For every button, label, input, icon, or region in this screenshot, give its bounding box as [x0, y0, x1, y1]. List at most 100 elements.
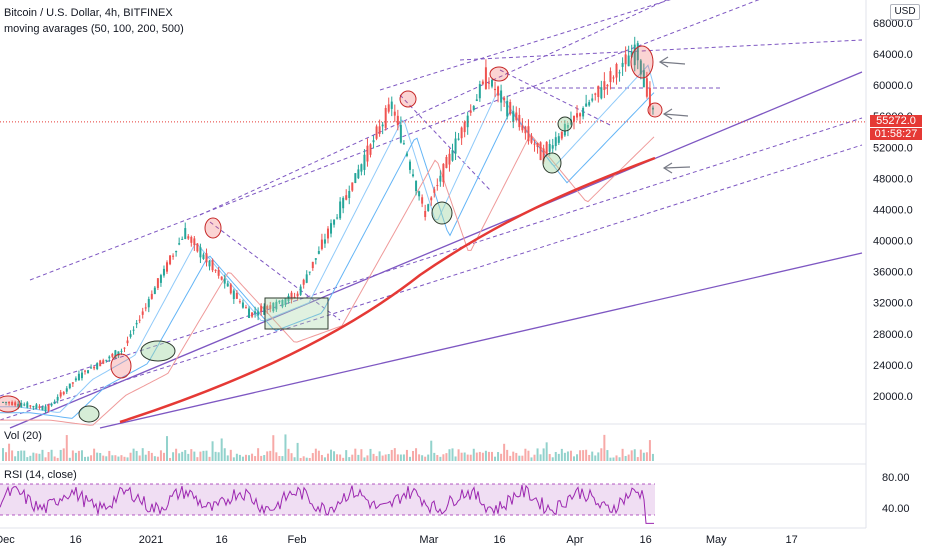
- volume-bar: [354, 448, 357, 461]
- candle-body: [588, 102, 591, 106]
- volume-bar: [600, 448, 603, 461]
- volume-bar: [17, 451, 20, 461]
- candle-body: [497, 86, 500, 96]
- candle-body: [469, 111, 472, 113]
- arrow-annotation: [663, 166, 691, 169]
- volume-bar: [123, 456, 126, 461]
- high-marker: [110, 353, 132, 379]
- volume-bar: [2, 448, 4, 461]
- candle-body: [284, 298, 287, 306]
- candle-body: [557, 136, 560, 143]
- candle-body: [369, 144, 372, 155]
- candle-body: [354, 173, 357, 183]
- candle-body: [512, 111, 515, 123]
- candle-body: [172, 255, 175, 257]
- volume-bar: [566, 451, 569, 461]
- candle-body: [463, 122, 466, 133]
- candle-body: [153, 287, 156, 295]
- candle-body: [372, 140, 375, 143]
- volume-bar: [244, 454, 247, 461]
- volume-bar: [469, 454, 472, 461]
- candle-body: [93, 366, 96, 369]
- candle-body: [305, 274, 308, 283]
- volume-bar: [651, 453, 654, 461]
- candle-body: [290, 292, 293, 300]
- currency-badge[interactable]: USD: [890, 4, 920, 20]
- volume-bar: [339, 454, 342, 461]
- volume-bar: [184, 450, 187, 461]
- volume-bar: [448, 449, 451, 461]
- candle-body: [624, 54, 627, 65]
- candle-body: [408, 161, 411, 170]
- candle-body: [220, 276, 223, 280]
- candle-body: [199, 247, 202, 258]
- volume-bar: [621, 448, 624, 461]
- candle-body: [241, 302, 244, 308]
- volume-bar: [639, 449, 642, 461]
- candle-body: [536, 142, 539, 147]
- volume-bar: [172, 452, 175, 461]
- candle-body: [187, 236, 190, 239]
- volume-bar: [484, 450, 487, 461]
- candle-body: [159, 275, 162, 283]
- candle-body: [23, 404, 26, 406]
- arrow-head: [662, 162, 673, 174]
- candle-body: [378, 126, 381, 134]
- volume-bar: [357, 454, 360, 461]
- candle-body: [548, 144, 551, 152]
- high-marker: [489, 66, 509, 82]
- candle-body: [342, 197, 345, 209]
- candle-body: [576, 113, 579, 118]
- volume-bar: [126, 457, 129, 461]
- x-tick-label: 16: [493, 534, 505, 546]
- volume-bar: [390, 449, 393, 461]
- high-marker: [647, 102, 663, 118]
- candle-body: [232, 290, 235, 300]
- volume-bar: [90, 455, 93, 461]
- volume-bar: [597, 452, 600, 461]
- volume-bar: [317, 450, 320, 461]
- volume-pane-label: Vol (20): [4, 430, 42, 442]
- candle-body: [193, 238, 196, 246]
- channel-line: [399, 94, 491, 191]
- candle-body: [202, 254, 205, 259]
- candle-body: [53, 401, 56, 404]
- volume-bar: [193, 451, 196, 461]
- volume-bar: [387, 454, 390, 461]
- candle-body: [317, 250, 320, 254]
- volume-bar: [257, 448, 260, 461]
- candle-body: [579, 113, 582, 117]
- candle-body: [603, 81, 606, 91]
- candle-body: [494, 88, 497, 91]
- candle-body: [645, 78, 648, 97]
- candle-body: [348, 190, 351, 199]
- candle-body: [424, 210, 427, 217]
- candle-body: [308, 271, 311, 273]
- candle-body: [606, 84, 609, 87]
- volume-bar: [266, 451, 269, 461]
- y-tick-label: 68000.0: [873, 18, 913, 30]
- candle-body: [542, 148, 545, 162]
- channel-line: [379, 0, 671, 91]
- volume-bar: [217, 452, 220, 461]
- candle-body: [484, 67, 487, 90]
- volume-bar: [615, 455, 618, 461]
- x-tick-label: Mar: [419, 534, 438, 546]
- volume-bar: [314, 448, 317, 461]
- volume-bar: [569, 450, 572, 461]
- volume-bar: [475, 452, 478, 461]
- volume-bar: [460, 452, 463, 461]
- candle-body: [351, 182, 354, 191]
- y-tick-label: 64000.0: [873, 49, 913, 61]
- y-tick-label: 60000.0: [873, 80, 913, 92]
- candle-body: [430, 197, 433, 201]
- candle-body: [156, 278, 159, 288]
- candle-body: [566, 125, 569, 128]
- volume-bar: [487, 451, 490, 461]
- volume-bar: [232, 457, 235, 461]
- candle-body: [214, 269, 217, 271]
- volume-bar: [99, 452, 102, 461]
- candle-body: [439, 175, 442, 182]
- candle-body: [466, 115, 469, 128]
